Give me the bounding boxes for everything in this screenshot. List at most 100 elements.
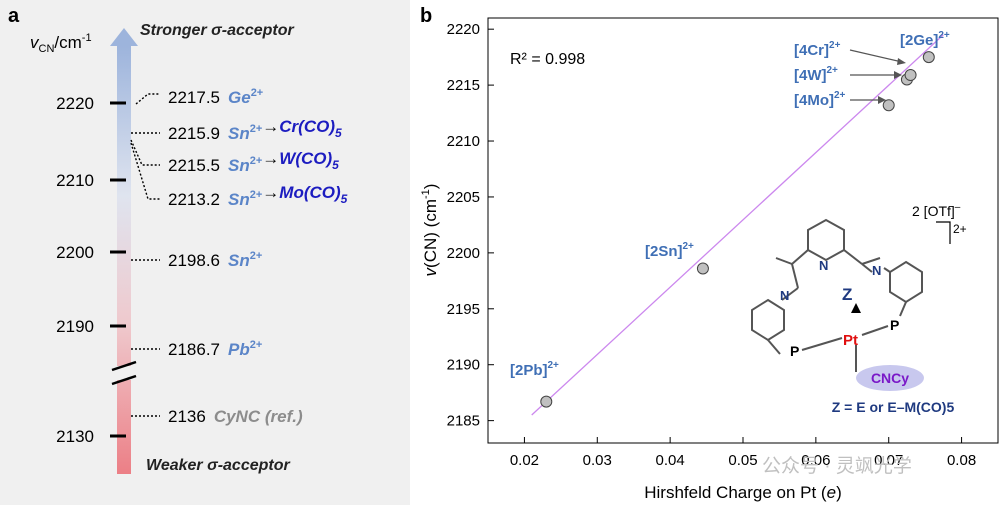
plot-points [540, 51, 935, 408]
entry-value: 2198.6 [168, 251, 220, 270]
entry-label: 2198.6 Sn2+ [168, 250, 262, 270]
aryl-ring-left [751, 298, 785, 342]
x-tick-label: 0.03 [583, 452, 612, 469]
data-point [922, 51, 935, 64]
label-arrowhead [897, 58, 906, 65]
gradient-axis-arrowhead [110, 28, 138, 46]
entry-metal: W(CO) [279, 149, 332, 168]
y-tick-label: 2195 [447, 301, 480, 318]
label-arrowhead [878, 96, 886, 104]
entry-charge: 2+ [250, 250, 263, 262]
aryl-ring-right [889, 260, 923, 304]
pt-atom: Pt [843, 332, 858, 349]
axis-break-gap [112, 366, 136, 380]
entry-species: Sn [228, 251, 250, 270]
entry-value: 2186.7 [168, 340, 220, 359]
entry-species: Sn [228, 190, 250, 209]
bottom-label: Weaker σ-acceptor [146, 457, 290, 474]
entry-arrow: → [262, 149, 279, 168]
p-atom: P [890, 317, 899, 333]
panel-a-svg: a vCN/cm-1 Stronger σ-acceptor Weaker σ-… [8, 5, 348, 474]
point-label: [4Mo]2+ [794, 90, 846, 109]
x-tick-label: 0.02 [510, 452, 539, 469]
entry-charge: 2+ [250, 155, 263, 167]
entry-metal-sub: 5 [332, 158, 339, 172]
x-tick-label: 0.04 [656, 452, 685, 469]
entry-species: Sn [228, 124, 250, 143]
plot-point-labels: [2Pb]2+ [2Sn]2+ [4Mo]2+ [4W]2+ [4Cr]2+ [2Ge]2… [510, 30, 950, 379]
z-atom: Z [842, 285, 852, 304]
x-tick-label: 0.05 [728, 452, 757, 469]
axis-tick-label: 2210 [56, 171, 94, 190]
y-tick-label: 2215 [447, 77, 480, 94]
point-label: [4W]2+ [794, 65, 838, 84]
entry-metal-sub: 5 [335, 126, 342, 140]
label-arrow [849, 49, 903, 63]
panel-a: a vCN/cm-1 Stronger σ-acceptor Weaker σ-… [0, 0, 410, 505]
entry-label: 2217.5 Ge2+ [168, 87, 263, 107]
entry-arrow: → [262, 117, 279, 136]
y-tick-label: 2185 [447, 413, 480, 430]
point-label: [2Pb]2+ [510, 360, 559, 379]
y-tick-label: 2200 [447, 245, 480, 262]
x-tick-label: 0.08 [947, 452, 976, 469]
y-tick-label: 2190 [447, 357, 480, 374]
z-pt-arrowhead [851, 303, 861, 313]
entry-metal: Cr(CO) [279, 117, 335, 136]
entry-arrow: → [262, 183, 279, 202]
plot-ticks: 0.02 0.03 0.04 0.05 0.06 0.07 0.08 2185 2190 2195… [447, 21, 977, 469]
entry-label: 2136 CyNC (ref.) [168, 407, 303, 426]
entry-label: 2213.2 Sn2+→Mo(CO)5 [168, 183, 348, 209]
panel-b-label: b [420, 5, 432, 27]
panel-b-svg: b 0.02 0.03 0.04 0.05 0.06 0.07 0.08 2185 2190 21… [420, 5, 999, 502]
entry-value: 2136 [168, 407, 206, 426]
top-label: Stronger σ-acceptor [140, 22, 295, 39]
entry-species: Sn [228, 156, 250, 175]
entry-charge: 2+ [251, 87, 264, 99]
axis-tick-label: 2190 [56, 317, 94, 336]
entry-charge: 2+ [250, 339, 263, 351]
axis-tick-label: 2220 [56, 94, 94, 113]
p-atom: P [790, 343, 799, 359]
x-tick-label: 0.06 [801, 452, 830, 469]
panel-a-label: a [8, 5, 20, 27]
counterion: 2 [OTf]– [912, 202, 961, 219]
y-tick-label: 2220 [447, 21, 480, 38]
n-atom: N [872, 263, 881, 278]
gradient-axis-bar [117, 46, 131, 474]
axis-break-mark [111, 360, 137, 372]
axis-tick-label: 2130 [56, 427, 94, 446]
entry-leader-line [135, 93, 160, 105]
r-squared: R² = 0.998 [510, 51, 585, 68]
charge-bracket [936, 221, 951, 244]
ligand-label: CNCy [871, 370, 909, 386]
complex-charge: 2+ [953, 222, 967, 236]
entry-value: 2213.2 [168, 190, 220, 209]
entry-label: 2215.5 Sn2+→W(CO)5 [168, 149, 339, 175]
data-point [540, 395, 553, 408]
entry-species: Ge [228, 88, 251, 107]
entry-metal-sub: 5 [341, 192, 348, 206]
point-label: [2Ge]2+ [900, 30, 950, 49]
entry-leader-line [130, 139, 160, 166]
entry-label: 2186.7 Pb2+ [168, 339, 262, 359]
y-axis-label: v(CN) (cm-1) [420, 184, 440, 277]
point-label: [2Sn]2+ [645, 241, 694, 260]
x-tick-label: 0.07 [874, 452, 903, 469]
point-label: [4Cr]2+ [794, 40, 841, 59]
entry-charge: 2+ [250, 123, 263, 135]
fit-line [531, 34, 944, 416]
data-point [882, 99, 895, 112]
axis-break-mark [111, 374, 137, 386]
entry-value: 2217.5 [168, 88, 220, 107]
structure-labels: N N N Z Pt P P CNCy Z = E or E–M(CO)5 2 … [780, 202, 967, 415]
y-tick-label: 2205 [447, 189, 480, 206]
axis-tick-label: 2200 [56, 243, 94, 262]
entry-species: CyNC (ref.) [214, 407, 303, 426]
ligand-highlight [856, 365, 924, 391]
data-point [696, 262, 709, 275]
watermark: 公众号 · 灵飒光学 [762, 455, 912, 477]
axis-ticks: 2220 2210 2200 2190 2130 [56, 94, 126, 446]
pyridine-ring [807, 218, 845, 262]
